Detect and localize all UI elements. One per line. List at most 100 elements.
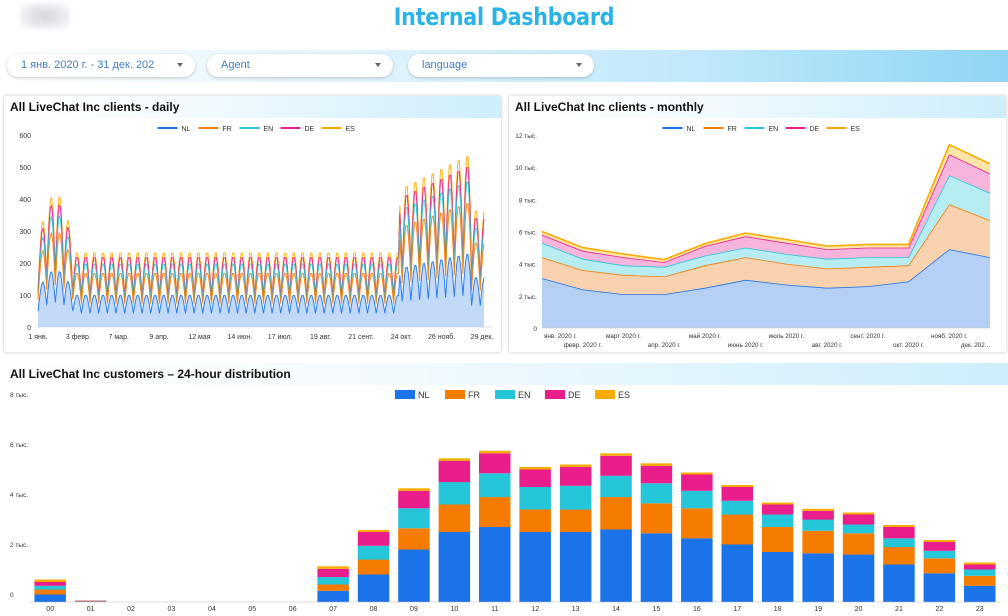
- bar-fr-01: [74, 601, 107, 602]
- bar-fr-14: [600, 497, 632, 530]
- agent-filter-label: Agent: [221, 59, 250, 71]
- bar-nl-19: [802, 553, 834, 603]
- bar-en-23: [964, 569, 996, 576]
- daily-x-tick: 19 авг.: [310, 334, 331, 341]
- bar-de-20: [842, 514, 875, 525]
- monthly-y-tick: 0: [533, 326, 537, 333]
- legend-label-es: ES: [618, 390, 630, 400]
- language-filter[interactable]: language: [408, 54, 594, 77]
- bar-es-15: [640, 463, 673, 466]
- bar-nl-14: [600, 529, 632, 602]
- bar-es-19: [802, 508, 834, 511]
- bar-de-07: [317, 568, 349, 578]
- bar-en-14: [600, 475, 632, 498]
- bar-es-08: [357, 530, 390, 532]
- legend-label-fr: FR: [468, 390, 480, 400]
- hourly-x-tick: 14: [612, 606, 620, 613]
- bar-nl-22: [923, 573, 956, 603]
- daily-line-en: [37, 181, 485, 300]
- bar-fr-18: [761, 527, 794, 552]
- bar-es-21: [883, 525, 915, 527]
- hourly-x-tick: 19: [814, 606, 822, 613]
- filter-bar: 1 янв. 2020 г. - 31 дек. 202 Agent langu…: [0, 50, 1008, 82]
- daily-chart-title: All LiveChat Inc clients - daily: [4, 96, 501, 118]
- bar-en-09: [398, 508, 430, 529]
- monthly-x-tick: окт. 2020 г.: [893, 342, 924, 349]
- monthly-y-tick: 10 тыс.: [515, 165, 537, 172]
- bar-en-15: [640, 483, 673, 504]
- bar-fr-22: [923, 558, 956, 574]
- monthly-chart-title: All LiveChat Inc clients - monthly: [509, 96, 1006, 118]
- monthly-y-tick: 8 тыс.: [519, 197, 537, 204]
- monthly-x-tick: июнь 2020 г.: [728, 342, 764, 349]
- hourly-x-tick: 08: [370, 606, 378, 613]
- monthly-x-tick: янв. 2020 г.: [544, 333, 577, 340]
- monthly-y-tick: 6 тыс.: [519, 230, 537, 237]
- daily-area-nl: [38, 254, 484, 327]
- hourly-x-tick: 21: [895, 606, 903, 613]
- bar-en-20: [842, 524, 875, 534]
- legend-label-fr: FR: [728, 126, 737, 133]
- legend-label-es: ES: [851, 126, 861, 133]
- bar-fr-23: [964, 575, 996, 586]
- monthly-x-tick: сент. 2020 г.: [850, 333, 885, 340]
- bar-fr-09: [398, 528, 430, 550]
- bar-fr-21: [883, 547, 915, 565]
- daily-x-tick: 12 мая: [188, 334, 210, 341]
- hourly-x-tick: 11: [491, 606, 498, 613]
- date-range-filter[interactable]: 1 янв. 2020 г. - 31 дек. 202: [7, 54, 195, 77]
- bar-de-14: [600, 455, 632, 476]
- bar-es-12: [519, 467, 551, 470]
- bar-nl-20: [842, 554, 875, 602]
- bar-fr-10: [438, 504, 471, 532]
- daily-x-tick: 3 февр.: [66, 334, 91, 341]
- hourly-x-tick: 07: [329, 606, 337, 613]
- bar-en-10: [438, 482, 471, 505]
- hourly-x-tick: 22: [935, 606, 943, 613]
- bar-nl-23: [964, 585, 996, 603]
- daily-y-tick: 600: [19, 133, 31, 140]
- hourly-x-tick: 00: [46, 606, 54, 613]
- bar-fr-17: [721, 514, 753, 545]
- bar-de-00: [34, 582, 66, 586]
- hourly-x-tick: 09: [410, 606, 418, 613]
- bar-es-18: [761, 502, 794, 505]
- bar-nl-08: [357, 574, 390, 602]
- legend-swatch-en: [495, 390, 515, 399]
- hourly-x-tick: 04: [208, 606, 216, 613]
- hourly-x-tick: 06: [289, 606, 297, 613]
- monthly-y-tick: 12 тыс.: [515, 133, 537, 140]
- legend-label-nl: NL: [182, 126, 191, 133]
- daily-line-fr: [37, 202, 485, 304]
- bar-es-14: [600, 453, 632, 456]
- bar-de-22: [923, 542, 956, 551]
- legend-swatch-fr: [445, 390, 465, 399]
- page-title: Internal Dashboard: [393, 3, 615, 31]
- bar-nl-13: [559, 532, 592, 602]
- legend-label-fr: FR: [223, 126, 232, 133]
- hourly-x-tick: 10: [450, 606, 458, 613]
- bar-es-17: [721, 485, 753, 487]
- bar-en-00: [34, 585, 66, 590]
- hourly-x-tick: 05: [248, 606, 256, 613]
- bar-nl-15: [640, 533, 673, 603]
- bar-nl-17: [721, 544, 753, 602]
- bar-de-10: [438, 460, 471, 483]
- hourly-y-tick: 0: [10, 592, 14, 599]
- daily-y-tick: 400: [19, 197, 31, 204]
- legend-label-nl: NL: [687, 126, 696, 133]
- bar-de-12: [519, 469, 551, 487]
- bar-en-22: [923, 550, 956, 559]
- bar-en-18: [761, 514, 794, 527]
- bar-fr-07: [317, 584, 349, 591]
- agent-filter[interactable]: Agent: [207, 54, 393, 77]
- legend-label-en: EN: [264, 126, 274, 133]
- hourly-x-tick: 20: [855, 606, 863, 613]
- hourly-x-tick: 13: [572, 606, 580, 613]
- bar-es-10: [438, 458, 471, 461]
- bar-nl-11: [479, 527, 511, 602]
- bar-es-22: [923, 540, 956, 542]
- daily-y-tick: 200: [19, 261, 31, 268]
- bar-fr-19: [802, 530, 834, 554]
- bar-en-11: [479, 473, 511, 498]
